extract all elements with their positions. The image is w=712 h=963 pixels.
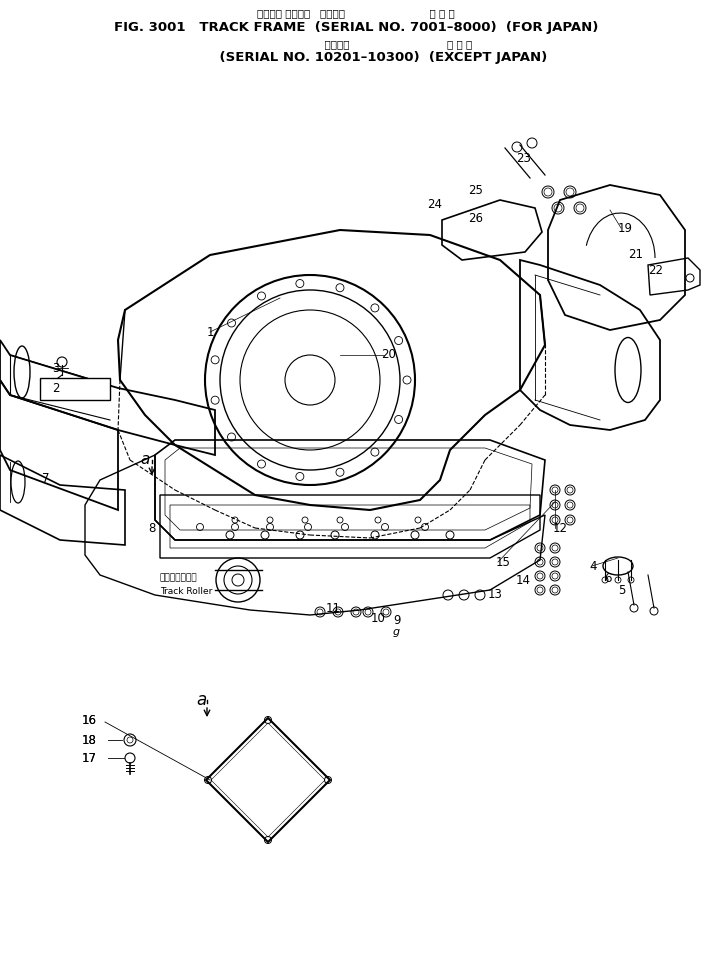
Text: 16: 16 [82, 714, 97, 726]
Text: 15: 15 [496, 556, 511, 568]
Text: a: a [196, 691, 206, 709]
Text: 3: 3 [52, 361, 59, 375]
Text: a: a [140, 453, 150, 467]
Text: FIG. 3001   TRACK FRAME  (SERIAL NO. 7001–8000)  (FOR JAPAN): FIG. 3001 TRACK FRAME (SERIAL NO. 7001–8… [114, 21, 598, 35]
Text: 11: 11 [326, 602, 341, 614]
Text: トラックローラ: トラックローラ [160, 574, 198, 583]
Text: 7: 7 [42, 472, 50, 484]
Text: 25: 25 [468, 184, 483, 196]
Text: トラック フレーム   適用号機                          国 内 向: トラック フレーム 適用号機 国 内 向 [257, 8, 455, 18]
Text: g: g [393, 627, 400, 637]
Text: 4: 4 [589, 560, 597, 572]
Text: 21: 21 [628, 248, 643, 262]
Text: Track Roller: Track Roller [160, 587, 212, 596]
Text: 1: 1 [207, 325, 214, 339]
Text: 10: 10 [371, 612, 386, 624]
Text: 23: 23 [516, 151, 531, 165]
Text: 17: 17 [82, 751, 97, 765]
Text: 13: 13 [488, 587, 503, 601]
Text: 2: 2 [52, 381, 60, 395]
Text: 6: 6 [604, 571, 612, 585]
Text: 14: 14 [516, 574, 531, 586]
Text: 24: 24 [427, 198, 442, 212]
Bar [40, 378, 110, 400]
Text: 12: 12 [553, 522, 568, 534]
Text: 8: 8 [148, 522, 155, 534]
Text: 適用号機                              海 外 向: 適用号機 海 外 向 [240, 39, 472, 49]
Text: 17: 17 [82, 751, 97, 765]
Text: 18: 18 [82, 734, 97, 746]
Text: 22: 22 [648, 264, 663, 276]
Text: 5: 5 [618, 584, 625, 596]
Text: 16: 16 [82, 714, 97, 726]
Text: 19: 19 [618, 221, 633, 235]
Text: 9: 9 [393, 613, 400, 627]
Text: (SERIAL NO. 10201–10300)  (EXCEPT JAPAN): (SERIAL NO. 10201–10300) (EXCEPT JAPAN) [164, 51, 548, 65]
Text: 26: 26 [468, 212, 483, 224]
Text: 20: 20 [381, 349, 396, 361]
Text: 18: 18 [82, 734, 97, 746]
